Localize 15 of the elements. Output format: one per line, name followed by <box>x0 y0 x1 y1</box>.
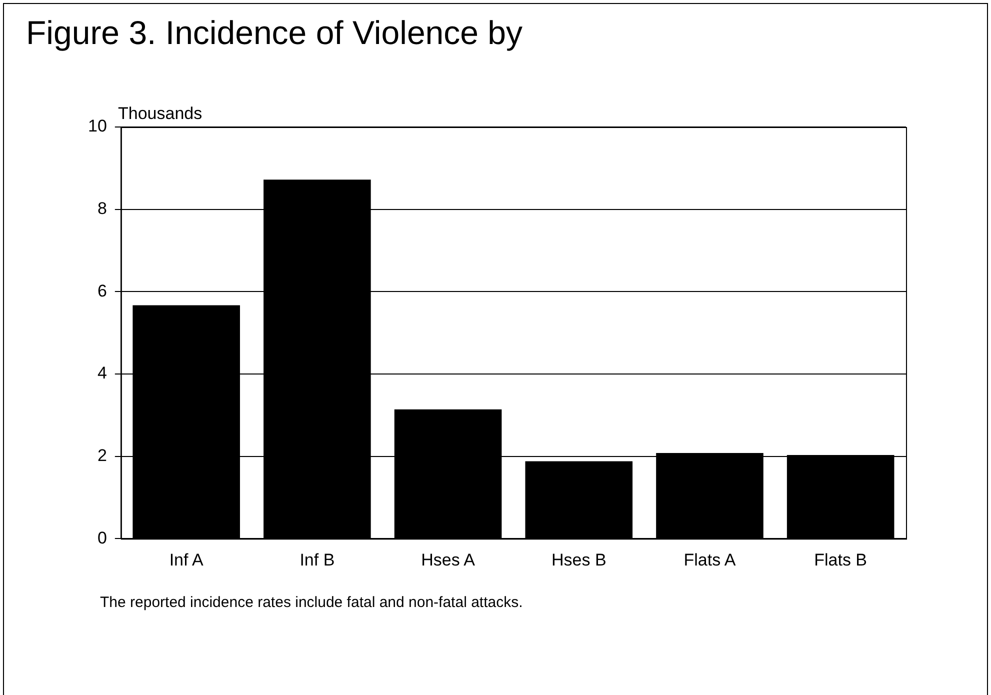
x-tick-label: Hses A <box>421 550 476 570</box>
x-tick-label: Flats A <box>684 550 736 570</box>
y-tick-label: 2 <box>97 446 107 465</box>
y-tick-label: 6 <box>97 281 107 300</box>
y-tick-label: 8 <box>97 199 107 218</box>
x-tick-label: Inf B <box>300 550 335 570</box>
text: The reported incidence rates include fatal and non-fatal attacks. <box>100 594 523 611</box>
x-tick-label: Inf A <box>169 550 204 570</box>
y-tick-label: 0 <box>97 528 107 548</box>
y-tick-label: 10 <box>88 116 107 136</box>
chart-title: Figure 3. Incidence of Violence by <box>26 14 523 52</box>
x-tick-label: Hses B <box>551 550 606 570</box>
y-axis-title: Thousands <box>118 104 202 124</box>
x-tick-label: Flats B <box>814 550 868 570</box>
y-tick-label: 4 <box>97 364 107 383</box>
